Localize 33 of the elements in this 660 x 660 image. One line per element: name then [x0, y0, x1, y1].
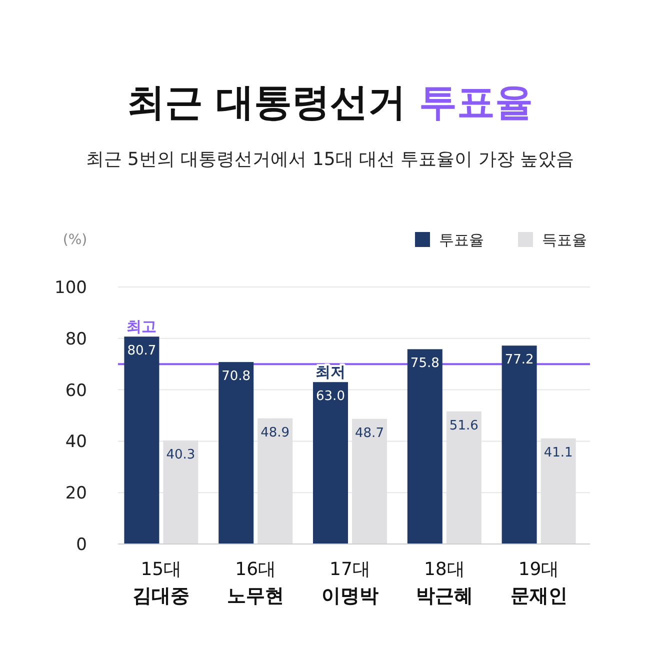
data-label: 70.8: [222, 369, 251, 384]
data-label: 40.3: [166, 447, 196, 462]
legend-label: 투표율: [439, 231, 484, 249]
chart-title: 최근 대통령선거 투표율: [126, 80, 534, 124]
data-label: 41.1: [544, 445, 573, 460]
bar: [218, 362, 254, 544]
annotation: 최저: [316, 363, 346, 382]
x-tick-label: 15대 김대중: [132, 559, 190, 607]
data-label: 48.7: [355, 426, 384, 441]
data-label: 80.7: [127, 344, 156, 359]
y-tick-label: 60: [65, 380, 87, 401]
chart-subtitle: 최근 5번의 대통령선거에서 15대 대선 투표율이 가장 높았음: [86, 149, 574, 170]
bar: [407, 349, 442, 544]
data-label: 48.9: [260, 425, 290, 440]
data-label: 63.0: [316, 389, 345, 404]
y-tick-label: 20: [65, 484, 87, 504]
data-label: 51.6: [449, 418, 478, 434]
y-tick-label: 80: [65, 329, 87, 350]
x-tick-label: 18대 박근혜: [416, 559, 473, 607]
x-tick-label: 17대 이명박: [322, 559, 378, 607]
bar: [313, 382, 348, 544]
y-tick-label: 40: [65, 432, 87, 452]
y-tick-label: 100: [54, 278, 87, 298]
legend-label: 득표율: [542, 231, 587, 249]
y-axis-title: (%): [62, 232, 88, 248]
x-tick-label: 16대 노무현: [227, 559, 284, 607]
annotation: 최고: [126, 318, 157, 336]
y-tick-label: 0: [76, 535, 87, 555]
x-tick-label: 19대 문재인: [510, 559, 568, 607]
bar: [502, 346, 537, 544]
data-label: 75.8: [410, 356, 440, 372]
bar: [124, 336, 160, 544]
data-label: 77.2: [504, 352, 534, 368]
